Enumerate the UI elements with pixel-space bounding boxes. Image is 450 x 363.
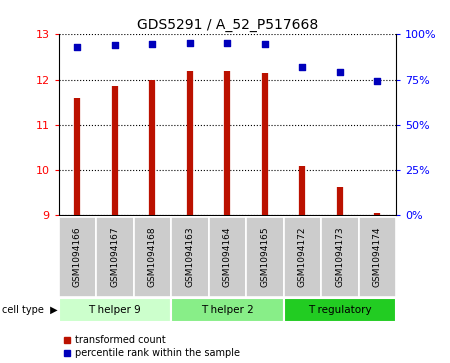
- Legend: transformed count, percentile rank within the sample: transformed count, percentile rank withi…: [63, 335, 240, 358]
- Bar: [246, 217, 284, 297]
- Bar: [171, 298, 284, 322]
- Bar: [58, 217, 96, 297]
- Bar: [284, 217, 321, 297]
- Text: GSM1094165: GSM1094165: [260, 227, 269, 287]
- Point: [224, 40, 231, 45]
- Text: T helper 9: T helper 9: [88, 305, 141, 315]
- Point: [374, 78, 381, 84]
- Bar: [134, 217, 171, 297]
- Text: T regulatory: T regulatory: [308, 305, 372, 315]
- Text: GSM1094172: GSM1094172: [298, 227, 307, 287]
- Point: [261, 41, 268, 47]
- Text: GSM1094164: GSM1094164: [223, 227, 232, 287]
- Point: [148, 41, 156, 47]
- Text: GSM1094163: GSM1094163: [185, 227, 194, 287]
- Bar: [284, 298, 396, 322]
- Text: GSM1094168: GSM1094168: [148, 227, 157, 287]
- Point: [186, 40, 194, 45]
- Bar: [208, 217, 246, 297]
- Text: cell type  ▶: cell type ▶: [2, 305, 58, 315]
- Point: [336, 70, 343, 76]
- Text: T helper 2: T helper 2: [201, 305, 254, 315]
- Bar: [58, 298, 171, 322]
- Bar: [96, 217, 134, 297]
- Point: [111, 42, 118, 48]
- Point: [74, 44, 81, 50]
- Bar: [171, 217, 208, 297]
- Text: GSM1094166: GSM1094166: [73, 227, 82, 287]
- Text: GSM1094173: GSM1094173: [335, 227, 344, 287]
- Bar: [359, 217, 396, 297]
- Point: [299, 64, 306, 70]
- Bar: [321, 217, 359, 297]
- Text: GSM1094174: GSM1094174: [373, 227, 382, 287]
- Title: GDS5291 / A_52_P517668: GDS5291 / A_52_P517668: [137, 18, 318, 32]
- Text: GSM1094167: GSM1094167: [110, 227, 119, 287]
